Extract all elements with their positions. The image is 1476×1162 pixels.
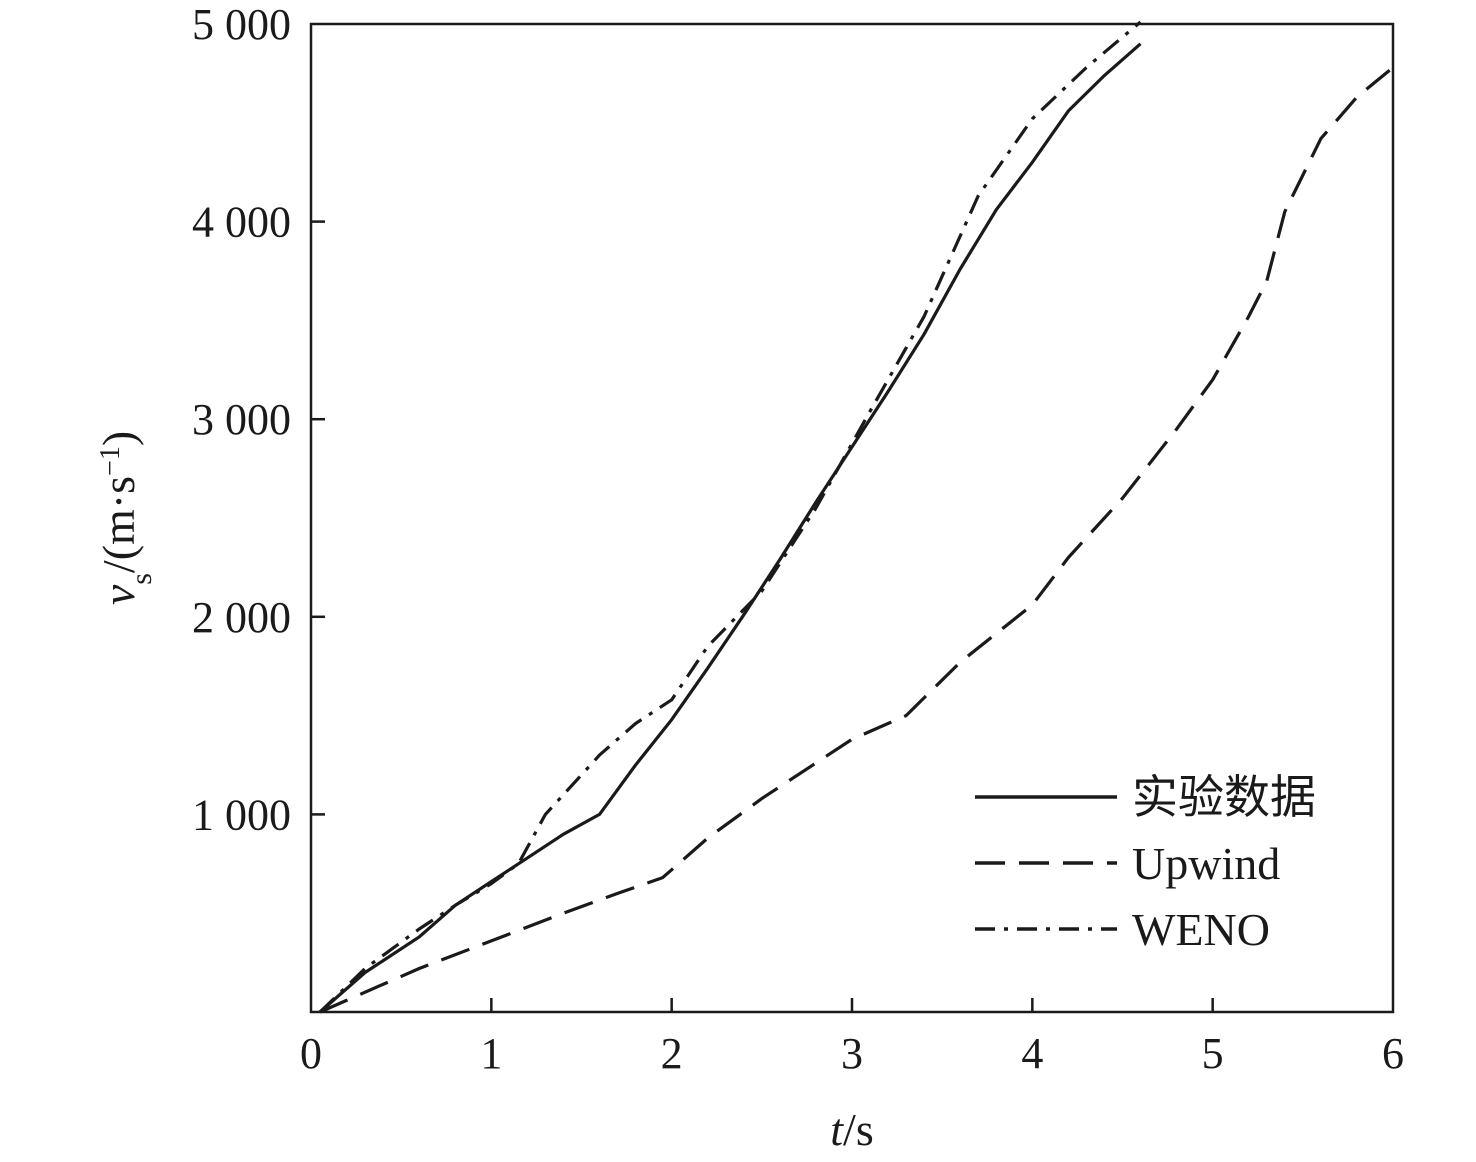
x-axis-label: t/s — [830, 1104, 873, 1155]
x-axis-variable: t — [830, 1104, 844, 1155]
series-line-dashdot — [318, 20, 1142, 1014]
axis-ticks: 0 1 2 3 4 5 6 1 000 2 000 3 000 4 000 5 000 — [192, 0, 1404, 1078]
legend: 实验数据 Upwind WENO — [975, 772, 1316, 955]
y-axis-variable: v — [93, 584, 144, 605]
x-tick-label: 0 — [300, 1029, 322, 1078]
legend-label: 实验数据 — [1132, 772, 1316, 823]
y-tick-label: 5 000 — [192, 0, 291, 49]
legend-label: Upwind — [1132, 838, 1280, 889]
x-tick-label: 5 — [1202, 1029, 1224, 1078]
x-tick-label: 4 — [1021, 1029, 1043, 1078]
y-axis-unit: /(m·s — [93, 476, 144, 573]
y-tick-label: 2 000 — [192, 593, 291, 642]
y-tick-label: 1 000 — [192, 790, 291, 839]
x-tick-label: 6 — [1382, 1029, 1404, 1078]
y-tick-label: 4 000 — [192, 198, 291, 247]
series-layer — [318, 20, 1395, 1014]
x-tick-label: 1 — [480, 1029, 502, 1078]
y-tick-label: 3 000 — [192, 395, 291, 444]
y-axis-label: vs/(m·s−1) — [93, 431, 158, 605]
x-tick-label: 2 — [661, 1029, 683, 1078]
x-tick-label: 3 — [841, 1029, 863, 1078]
y-axis-subscript: s — [125, 573, 158, 585]
y-axis-unit-close: ) — [93, 431, 144, 446]
y-axis-superscript: −1 — [95, 446, 126, 476]
x-axis-unit: /s — [843, 1104, 874, 1155]
series-line-solid — [318, 42, 1142, 1014]
legend-label: WENO — [1132, 904, 1270, 955]
series-line-dashed — [319, 66, 1395, 1014]
